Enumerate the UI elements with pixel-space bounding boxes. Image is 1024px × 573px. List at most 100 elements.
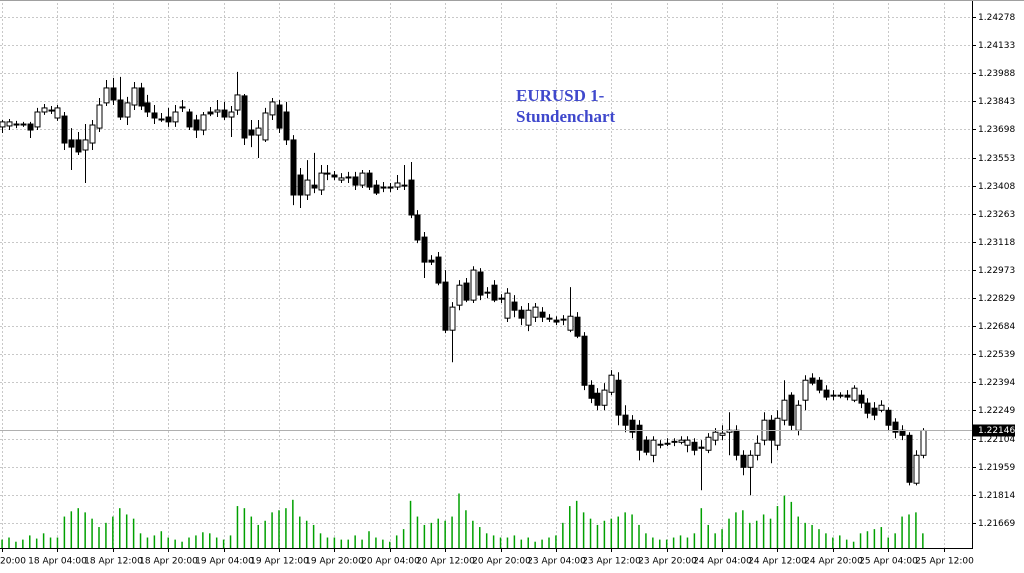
volume-bar bbox=[499, 537, 502, 548]
volume-bar bbox=[700, 508, 703, 548]
volume-bar bbox=[693, 533, 696, 548]
volume-bar bbox=[915, 512, 917, 548]
volume-bar bbox=[749, 522, 751, 548]
candle-body bbox=[214, 109, 221, 113]
volume-bar bbox=[645, 533, 647, 548]
grid bbox=[0, 3, 972, 548]
candle-body bbox=[442, 281, 449, 331]
volume-bar bbox=[818, 529, 820, 548]
candle-body bbox=[913, 454, 920, 484]
candle-body bbox=[179, 106, 186, 109]
candle-body bbox=[802, 379, 809, 401]
volume-bar bbox=[153, 535, 156, 548]
volume-bar bbox=[922, 533, 924, 548]
x-tick-label: 19 Apr 20:00 bbox=[305, 557, 364, 567]
volume-bar bbox=[901, 516, 903, 548]
candle-body bbox=[740, 454, 747, 468]
volume-bar bbox=[312, 524, 315, 548]
volume-bar bbox=[326, 537, 329, 548]
candle-body bbox=[48, 109, 55, 112]
candle-body bbox=[581, 335, 588, 386]
volume-bar bbox=[229, 535, 232, 548]
candle-body bbox=[788, 394, 795, 426]
x-tick-label: 20:00 bbox=[0, 557, 26, 567]
volume-bar bbox=[63, 516, 66, 548]
volume-bar bbox=[132, 518, 135, 548]
volume-bar bbox=[437, 518, 439, 548]
volume-bar bbox=[375, 537, 377, 548]
volume-bar bbox=[582, 512, 585, 548]
candle-body bbox=[138, 87, 145, 107]
volume-bar bbox=[56, 537, 59, 548]
volume-bar bbox=[679, 535, 682, 548]
volume-bar bbox=[243, 508, 246, 548]
candle-body bbox=[837, 394, 844, 397]
volume-bar bbox=[8, 537, 10, 548]
volume-bar bbox=[209, 533, 211, 548]
annotation: Stundenchart bbox=[516, 107, 616, 126]
volume-bar bbox=[638, 524, 640, 548]
candle-body bbox=[532, 306, 539, 318]
candle-body bbox=[892, 421, 899, 433]
candle-body bbox=[262, 112, 269, 141]
candle-body bbox=[691, 441, 698, 451]
volume-bar bbox=[804, 522, 806, 548]
candle-body bbox=[588, 384, 595, 399]
candle-body bbox=[504, 292, 511, 319]
volume-bar bbox=[672, 537, 675, 548]
candle-body bbox=[712, 431, 719, 441]
candle-body bbox=[269, 101, 276, 116]
candle-body bbox=[401, 184, 408, 187]
candle-body bbox=[844, 394, 851, 398]
volume-bar bbox=[423, 524, 426, 548]
candle-body bbox=[795, 404, 802, 431]
candle-body bbox=[366, 172, 373, 188]
candle-body bbox=[553, 319, 560, 323]
volume-bar bbox=[652, 537, 654, 548]
candle-body bbox=[823, 389, 830, 398]
candle-body bbox=[228, 111, 235, 118]
x-tick-label: 24 Apr 12:00 bbox=[748, 557, 807, 567]
y-tick-label: 1.24278 bbox=[978, 13, 1015, 23]
candle-body bbox=[754, 442, 761, 456]
y-tick-label: 1.22539 bbox=[978, 350, 1015, 360]
volume-bar bbox=[15, 541, 17, 548]
y-tick-label: 1.23843 bbox=[978, 97, 1015, 107]
candle-body bbox=[151, 112, 158, 119]
candle-body bbox=[13, 123, 20, 126]
volume-bar bbox=[769, 518, 772, 548]
y-tick-label: 1.23698 bbox=[978, 125, 1015, 135]
volume-bar bbox=[610, 518, 613, 548]
volume-bar bbox=[762, 514, 765, 548]
x-tick-label: 18 Apr 04:00 bbox=[28, 557, 87, 567]
volume-bar bbox=[472, 520, 474, 548]
volume-bar bbox=[188, 537, 190, 548]
volume-bar bbox=[631, 514, 633, 548]
volume-bar bbox=[35, 538, 38, 548]
candle-body bbox=[207, 111, 214, 115]
candle-body bbox=[103, 87, 110, 104]
candle-body bbox=[830, 394, 837, 397]
volume-bar bbox=[742, 510, 744, 548]
volume-bar bbox=[451, 516, 453, 548]
volume-bar bbox=[368, 531, 370, 548]
volume-bar bbox=[755, 520, 758, 548]
volume-bar bbox=[873, 529, 876, 548]
candle-body bbox=[567, 315, 574, 331]
candle-body bbox=[615, 379, 622, 416]
volume-bar bbox=[264, 520, 266, 548]
candle-body bbox=[68, 139, 75, 148]
x-tick-label: 20 Apr 12:00 bbox=[416, 557, 475, 567]
volume-bar bbox=[714, 533, 716, 548]
volume-bar bbox=[589, 518, 592, 548]
volume-bar bbox=[790, 501, 793, 548]
candle-body bbox=[165, 116, 172, 123]
candle-body bbox=[96, 104, 103, 129]
candle-body bbox=[352, 176, 359, 186]
volume-bar bbox=[603, 520, 606, 548]
candle-body bbox=[491, 284, 498, 301]
volume-bar bbox=[181, 541, 183, 548]
candle-body bbox=[110, 87, 117, 101]
